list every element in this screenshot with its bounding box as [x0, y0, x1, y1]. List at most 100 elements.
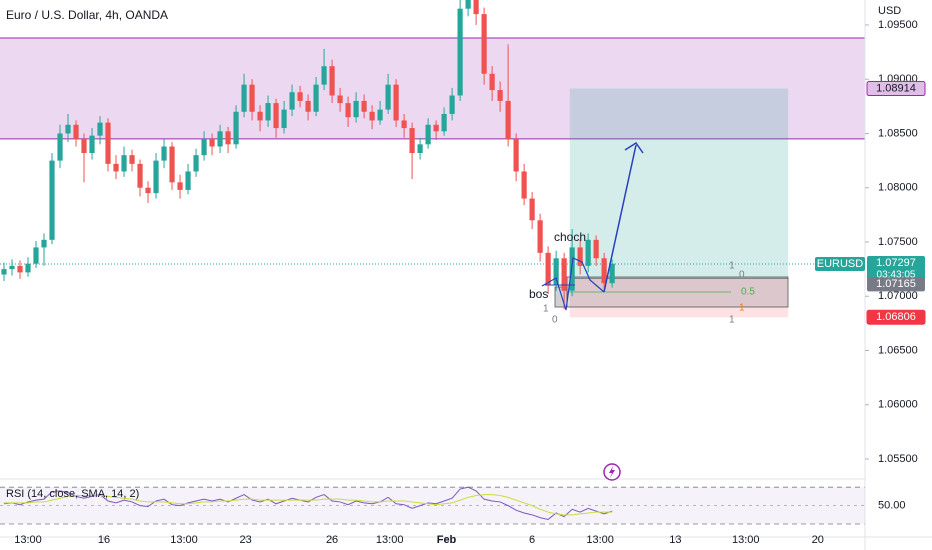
candle-body [537, 220, 543, 253]
y-tick-label: 1.07000 [878, 290, 918, 302]
candle-body [17, 265, 23, 273]
y-tick-label: 1.06500 [878, 344, 918, 356]
y-tick-label: 1.07500 [878, 236, 918, 248]
arrow-head [624, 141, 644, 154]
candle-body [169, 146, 175, 183]
candle-body [585, 239, 591, 266]
candle-body [521, 171, 527, 199]
x-tick-label: 13 [669, 534, 681, 546]
candle-body [465, 0, 471, 9]
candle-body [377, 109, 383, 121]
candle-body [481, 14, 487, 74]
candle-body [313, 84, 319, 112]
y-tick-label: 1.06000 [878, 399, 918, 411]
candle-body [265, 103, 271, 121]
drawings: choch bos 1 0 0.5 1 1 0 1 [529, 230, 755, 481]
x-tick-label: 13:00 [14, 534, 42, 546]
x-tick-label: 6 [529, 534, 535, 546]
x-tick-label: 13:00 [170, 534, 198, 546]
candle-body [609, 263, 615, 284]
candle-body [321, 66, 327, 85]
candle-body [593, 239, 599, 259]
candle-body [297, 92, 303, 101]
countdown-label: 03:43:05 [877, 270, 916, 281]
x-tick-label: 13:00 [376, 534, 404, 546]
candle-body [449, 95, 455, 114]
rsi-tick-label: 50.00 [878, 500, 906, 512]
fib-label: 0.5 [741, 287, 755, 298]
fib-label: 0 [552, 315, 558, 326]
candle-body [81, 138, 87, 154]
last-price-label: 1.07297 [876, 257, 916, 269]
candle-body [345, 103, 351, 118]
candle-body [129, 155, 135, 164]
y-tick-label: 1.05500 [878, 453, 918, 465]
rsi-title: RSI (14, close, SMA, 14, 2) [6, 488, 139, 500]
candle-body [65, 124, 71, 134]
candle-body [273, 103, 279, 129]
candle-body [353, 100, 359, 118]
candle-body [153, 160, 159, 194]
candle-body [281, 109, 287, 129]
candle-body [233, 111, 239, 145]
candle-body [49, 160, 55, 240]
plot-area [0, 0, 865, 318]
last-price-tag [867, 256, 925, 283]
candle-body [1, 269, 7, 275]
candle-body [241, 84, 247, 112]
candle-body [489, 73, 495, 91]
candle-body [225, 131, 231, 145]
candle-body [113, 163, 119, 172]
candle-body [217, 131, 223, 147]
price-tag [866, 309, 926, 325]
supply-zone [0, 37, 865, 139]
candle-body [209, 138, 215, 147]
candle-body [193, 155, 199, 172]
candle-body [385, 84, 391, 110]
y-tick-label: 1.08000 [878, 182, 918, 194]
candle-body [9, 265, 15, 270]
candle-body [433, 124, 439, 132]
candle-body [457, 8, 463, 96]
price-tag [867, 277, 925, 292]
candle-body [513, 138, 519, 172]
fib-label: 1 [729, 315, 735, 326]
candle-body [185, 171, 191, 190]
bos-label: bos [529, 287, 548, 301]
candle-body [161, 146, 167, 161]
candle-body [257, 111, 263, 121]
candle-body [105, 122, 111, 164]
symbol-label: EURUSD [817, 258, 864, 270]
candle-body [25, 263, 31, 273]
price-tag [866, 81, 926, 97]
choch-label: choch [554, 230, 586, 244]
candle-body [569, 247, 575, 291]
candle-body [561, 258, 567, 291]
chart-title: Euro / U.S. Dollar, 4h, OANDA [6, 8, 168, 22]
candle-body [601, 258, 607, 284]
candle-body [337, 95, 343, 104]
fib-label: 0 [739, 270, 745, 281]
candle-body [57, 133, 63, 161]
rsi-line [4, 494, 613, 516]
rsi-line [3, 486, 613, 520]
fib-label: 1 [729, 261, 735, 272]
candle-body [33, 247, 39, 264]
y-tick-label: 1.08500 [878, 127, 918, 139]
candle-body [97, 122, 103, 136]
candle-body [289, 92, 295, 110]
candle-body [41, 239, 47, 248]
position-target [569, 88, 789, 279]
x-tick-label: 26 [326, 534, 338, 546]
candle-body [121, 155, 127, 172]
candle-body [305, 100, 311, 112]
price-tag-label: 1.08914 [876, 82, 916, 94]
candle-body [201, 138, 207, 156]
candle-body [473, 0, 479, 15]
candle-body [73, 124, 79, 139]
candle-body [401, 120, 407, 129]
x-tick-label: 13:00 [586, 534, 614, 546]
projection-arrow [603, 144, 637, 293]
candle-body [177, 182, 183, 190]
candle-body [369, 111, 375, 121]
